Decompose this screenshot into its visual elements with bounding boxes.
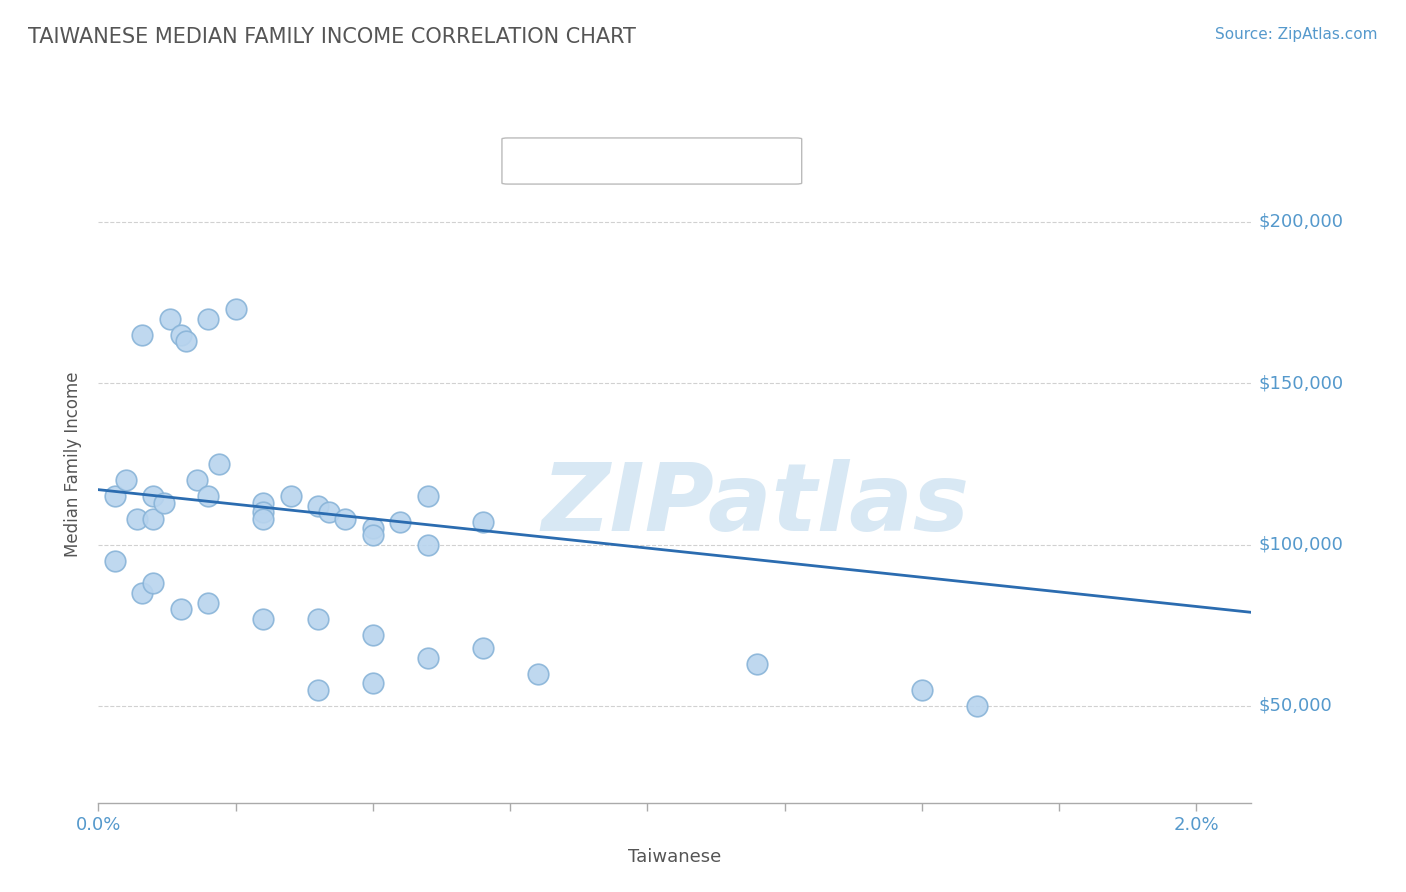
Point: [104, 554, 127, 568]
X-axis label: Taiwanese: Taiwanese: [628, 848, 721, 866]
Point: [104, 489, 127, 503]
Point: [142, 512, 165, 526]
Point: [197, 311, 219, 326]
Text: TAIWANESE MEDIAN FAMILY INCOME CORRELATION CHART: TAIWANESE MEDIAN FAMILY INCOME CORRELATI…: [28, 27, 636, 46]
Point: [252, 505, 274, 519]
Point: [197, 596, 219, 610]
Point: [361, 521, 384, 535]
Point: [307, 682, 329, 697]
Point: [174, 334, 197, 348]
Point: [131, 327, 153, 342]
Point: [526, 666, 548, 681]
Point: [307, 499, 329, 513]
Point: [911, 682, 934, 697]
Text: Source: ZipAtlas.com: Source: ZipAtlas.com: [1215, 27, 1378, 42]
Point: [416, 650, 439, 665]
Point: [471, 640, 494, 655]
Text: -0.213: -0.213: [598, 151, 672, 171]
Point: [335, 512, 357, 526]
Point: [416, 537, 439, 551]
Point: [208, 457, 231, 471]
Text: $50,000: $50,000: [1258, 697, 1331, 715]
Point: [252, 495, 274, 509]
Point: [361, 676, 384, 690]
Point: [186, 473, 208, 487]
Text: 44: 44: [742, 151, 770, 171]
Point: [389, 515, 412, 529]
Text: R =: R =: [526, 151, 571, 171]
Point: [142, 489, 165, 503]
Point: [252, 612, 274, 626]
Point: [416, 489, 439, 503]
Text: N =: N =: [676, 151, 723, 171]
Point: [115, 473, 138, 487]
Point: [252, 512, 274, 526]
Point: [131, 586, 153, 600]
Point: [747, 657, 769, 671]
Point: [197, 489, 219, 503]
Point: [307, 612, 329, 626]
Text: $200,000: $200,000: [1258, 212, 1343, 231]
Text: ZIPatlas: ZIPatlas: [541, 458, 970, 550]
Point: [361, 628, 384, 642]
Point: [142, 576, 165, 591]
Point: [280, 489, 302, 503]
Point: [361, 528, 384, 542]
Point: [471, 515, 494, 529]
Point: [966, 698, 988, 713]
Text: $100,000: $100,000: [1258, 535, 1343, 554]
Point: [125, 512, 148, 526]
Point: [159, 311, 181, 326]
Point: [225, 301, 247, 316]
Point: [170, 327, 193, 342]
Point: [153, 495, 176, 509]
Point: [170, 602, 193, 616]
FancyBboxPatch shape: [502, 138, 801, 184]
Y-axis label: Median Family Income: Median Family Income: [65, 371, 83, 557]
Text: $150,000: $150,000: [1258, 374, 1344, 392]
Point: [318, 505, 340, 519]
